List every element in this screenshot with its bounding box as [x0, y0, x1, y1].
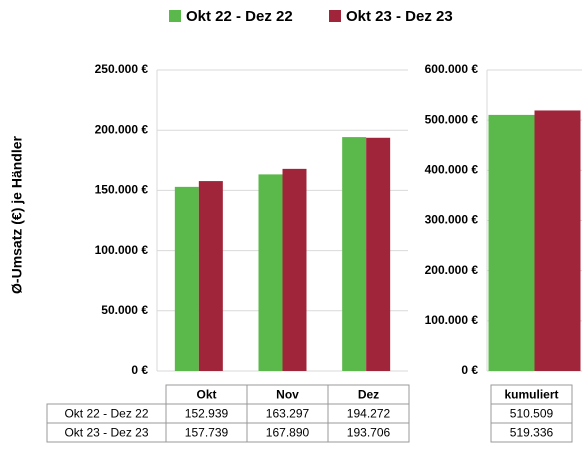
bar: [534, 110, 581, 372]
y-tick-label: 200.000 €: [95, 122, 149, 136]
table-value: 194.272: [347, 407, 391, 421]
bar: [488, 114, 535, 371]
bar: [282, 168, 307, 371]
y-axis-label: Ø-Umsatz (€) je Händler: [9, 135, 25, 293]
table-header: Okt: [196, 388, 216, 402]
table-value: 157.739: [185, 426, 229, 440]
legend-label: Okt 22 - Dez 22: [186, 8, 293, 25]
y-tick-label: 100.000 €: [425, 313, 479, 327]
table-row-label: Okt 22 - Dez 22: [64, 407, 148, 421]
y-tick-label: 150.000 €: [95, 183, 149, 197]
table-cell: [46, 422, 167, 443]
y-tick-label: 100.000 €: [95, 243, 149, 257]
y-tick-label: 300.000 €: [425, 213, 479, 227]
legend-swatch: [169, 10, 181, 22]
table-value: 193.706: [347, 426, 391, 440]
table-value: 163.297: [266, 407, 310, 421]
legend-swatch: [329, 10, 341, 22]
bar: [258, 174, 283, 371]
y-tick-label: 200.000 €: [425, 263, 479, 277]
legend-label: Okt 23 - Dez 23: [346, 8, 453, 25]
y-tick-label: 600.000 €: [425, 62, 479, 76]
y-tick-label: 250.000 €: [95, 62, 149, 76]
table-header: Nov: [276, 388, 299, 402]
y-tick-label: 0 €: [461, 363, 478, 377]
y-tick-label: 500.000 €: [425, 112, 479, 126]
y-tick-label: 0 €: [131, 363, 148, 377]
bar: [342, 137, 367, 371]
table-cell: [490, 422, 573, 443]
table-header: kumuliert: [504, 388, 558, 402]
table-cell: [327, 422, 410, 443]
table-row-label: Okt 23 - Dez 23: [64, 426, 148, 440]
table-value: 152.939: [185, 407, 229, 421]
y-tick-label: 50.000 €: [101, 303, 148, 317]
bar: [198, 181, 223, 371]
table-value: 519.336: [510, 426, 554, 440]
bar: [366, 137, 391, 371]
table-header: Dez: [358, 388, 379, 402]
bar: [174, 186, 199, 371]
table-value: 510.509: [510, 407, 554, 421]
y-tick-label: 400.000 €: [425, 163, 479, 177]
table-value: 167.890: [266, 426, 310, 440]
